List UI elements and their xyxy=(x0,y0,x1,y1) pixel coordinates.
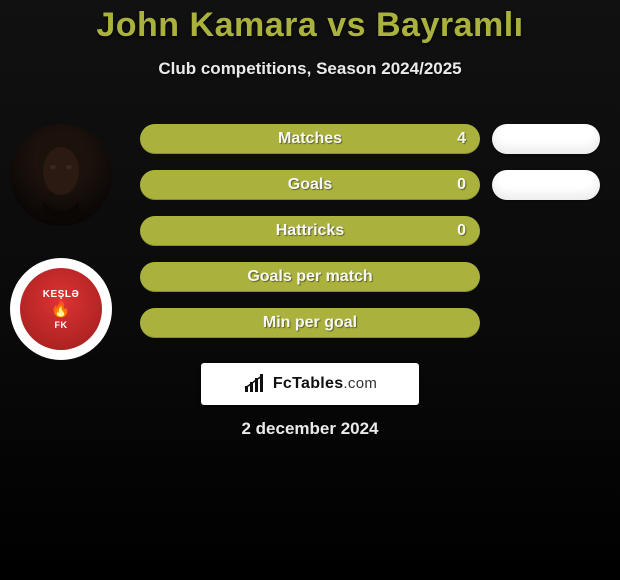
avatars-column: KEŞLƏ 🔥 FK xyxy=(10,124,120,392)
stat-rows: Matches 4 Goals 0 Hattricks 0 Goals per … xyxy=(140,124,480,354)
branding-box: FcTables.com xyxy=(201,363,419,405)
club-flame-icon: 🔥 xyxy=(51,302,71,318)
row-label: Matches xyxy=(278,130,342,148)
club-badge-inner: KEŞLƏ 🔥 FK xyxy=(20,268,102,350)
right-pill-column xyxy=(492,124,600,216)
club-badge: KEŞLƏ 🔥 FK xyxy=(10,258,112,360)
row-value: 0 xyxy=(457,176,466,194)
player-avatar xyxy=(10,124,112,226)
branding-text: FcTables.com xyxy=(273,375,377,393)
pill-matches xyxy=(492,124,600,154)
row-value: 0 xyxy=(457,222,466,240)
row-hattricks: Hattricks 0 xyxy=(140,216,480,246)
row-label: Goals xyxy=(288,176,332,194)
row-label: Hattricks xyxy=(276,222,344,240)
row-goals-per-match: Goals per match xyxy=(140,262,480,292)
page-subtitle: Club competitions, Season 2024/2025 xyxy=(0,59,620,79)
row-value: 4 xyxy=(457,130,466,148)
row-matches: Matches 4 xyxy=(140,124,480,154)
branding-domain: .com xyxy=(343,375,377,392)
branding-main: FcTables xyxy=(273,375,344,392)
page-date: 2 december 2024 xyxy=(0,419,620,439)
club-name-sub: FK xyxy=(55,320,68,330)
row-min-per-goal: Min per goal xyxy=(140,308,480,338)
chart-icon xyxy=(243,374,267,394)
pill-goals xyxy=(492,170,600,200)
row-label: Min per goal xyxy=(263,314,357,332)
club-name-top: KEŞLƏ xyxy=(43,289,79,300)
row-label: Goals per match xyxy=(247,268,372,286)
player-silhouette-icon xyxy=(25,131,97,219)
page-title: John Kamara vs Bayramlı xyxy=(0,0,620,45)
row-goals: Goals 0 xyxy=(140,170,480,200)
